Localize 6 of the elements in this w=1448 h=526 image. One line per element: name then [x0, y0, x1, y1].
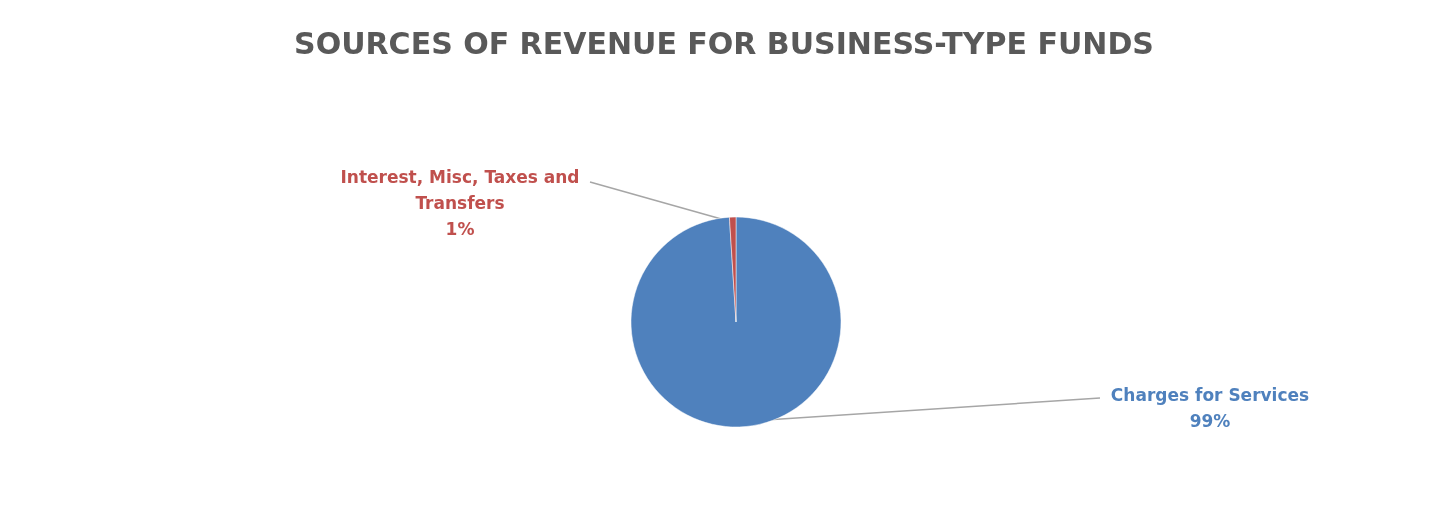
slice-label: Interest, Misc, Taxes and Transfers	[340, 167, 580, 213]
chart-title: SOURCES OF REVENUE FOR BUSINESS-TYPE FUNDS	[294, 26, 1154, 61]
slice-label: Charges for Services	[1110, 385, 1310, 405]
data-label: 99%	[1189, 411, 1231, 431]
data-label: 1%	[445, 219, 475, 239]
pie-slice	[630, 216, 842, 428]
